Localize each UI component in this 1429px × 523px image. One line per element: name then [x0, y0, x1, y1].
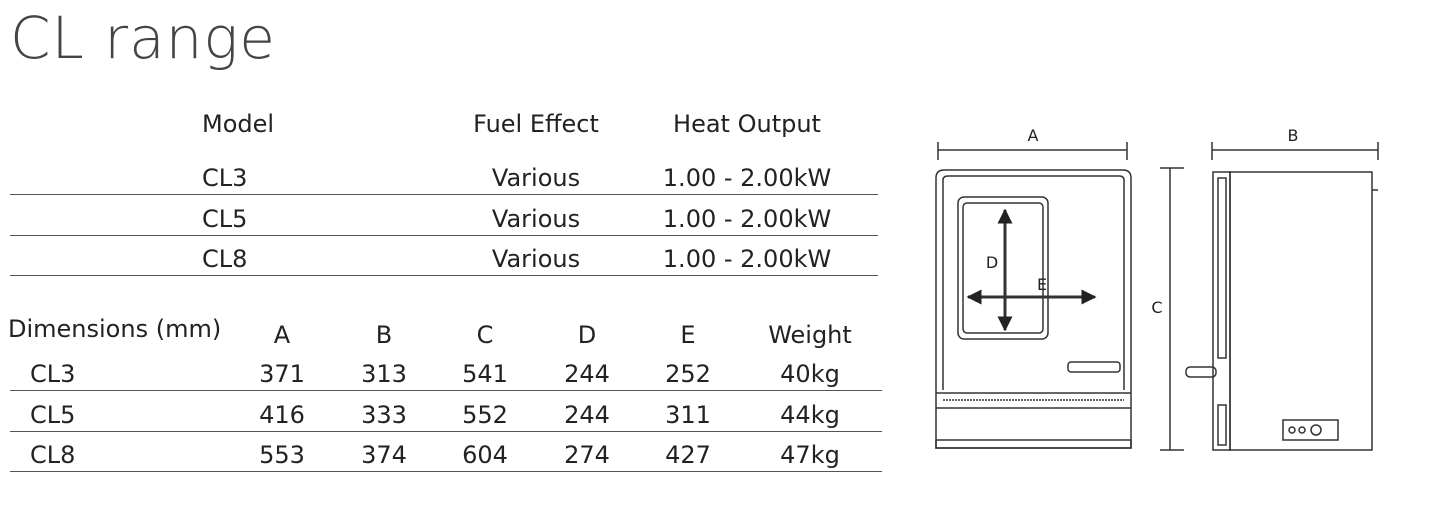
table-cell: 416: [259, 400, 305, 429]
table-cell: 553: [259, 441, 305, 469]
row-rule: [10, 275, 878, 276]
table-cell: CL8: [30, 441, 76, 469]
column-header: B: [375, 321, 393, 349]
dim-label: A: [1028, 126, 1039, 145]
table-cell: 1.00 - 2.00kW: [662, 164, 832, 192]
table-cell: 427: [665, 441, 711, 469]
column-header: D: [577, 321, 597, 349]
row-rule: [10, 234, 878, 236]
table-cell: 313: [361, 360, 407, 388]
table-cell: 274: [564, 441, 610, 469]
table-cell: CL5: [30, 400, 76, 429]
table-cell: 552: [462, 400, 508, 429]
row-rule: [10, 430, 882, 432]
table-cell: 311: [665, 400, 711, 429]
table-cell: CL3: [202, 164, 248, 192]
column-header: E: [680, 321, 696, 349]
column-header: Fuel Effect: [473, 110, 599, 138]
table-cell: 244: [564, 400, 610, 429]
column-header: Heat Output: [673, 110, 821, 138]
table-cell: 374: [361, 441, 407, 469]
table-cell: 1.00 - 2.00kW: [662, 204, 832, 233]
column-header: C: [476, 321, 494, 349]
table-cell: 244: [564, 360, 610, 388]
page-title: CL range: [10, 4, 276, 72]
table-cell: 40kg: [780, 360, 840, 388]
table-cell: 252: [665, 360, 711, 388]
table-cell: 333: [361, 400, 407, 429]
table-cell: CL3: [30, 360, 76, 388]
table-cell: CL5: [202, 204, 248, 233]
table-cell: Various: [491, 245, 581, 273]
table-cell: 371: [259, 360, 305, 388]
table-cell: Various: [491, 204, 581, 233]
table-cell: 44kg: [780, 400, 840, 429]
table-cell: 541: [462, 360, 508, 388]
column-header: Model: [202, 110, 275, 138]
table-cell: Various: [491, 164, 581, 192]
dim-label: E: [1037, 275, 1047, 294]
row-rule: [10, 390, 882, 391]
dim-label: C: [1151, 298, 1162, 317]
column-header: A: [273, 321, 291, 349]
column-header: Weight: [768, 321, 852, 349]
row-rule: [10, 194, 878, 195]
table-cell: CL8: [202, 245, 248, 273]
dim-label: B: [1288, 126, 1299, 145]
table-cell: 604: [462, 441, 508, 469]
table-cell: 47kg: [780, 441, 840, 469]
dim-label: D: [986, 253, 998, 272]
table-cell: 1.00 - 2.00kW: [662, 245, 832, 273]
row-rule: [10, 471, 882, 472]
column-header: Dimensions (mm): [8, 315, 222, 343]
